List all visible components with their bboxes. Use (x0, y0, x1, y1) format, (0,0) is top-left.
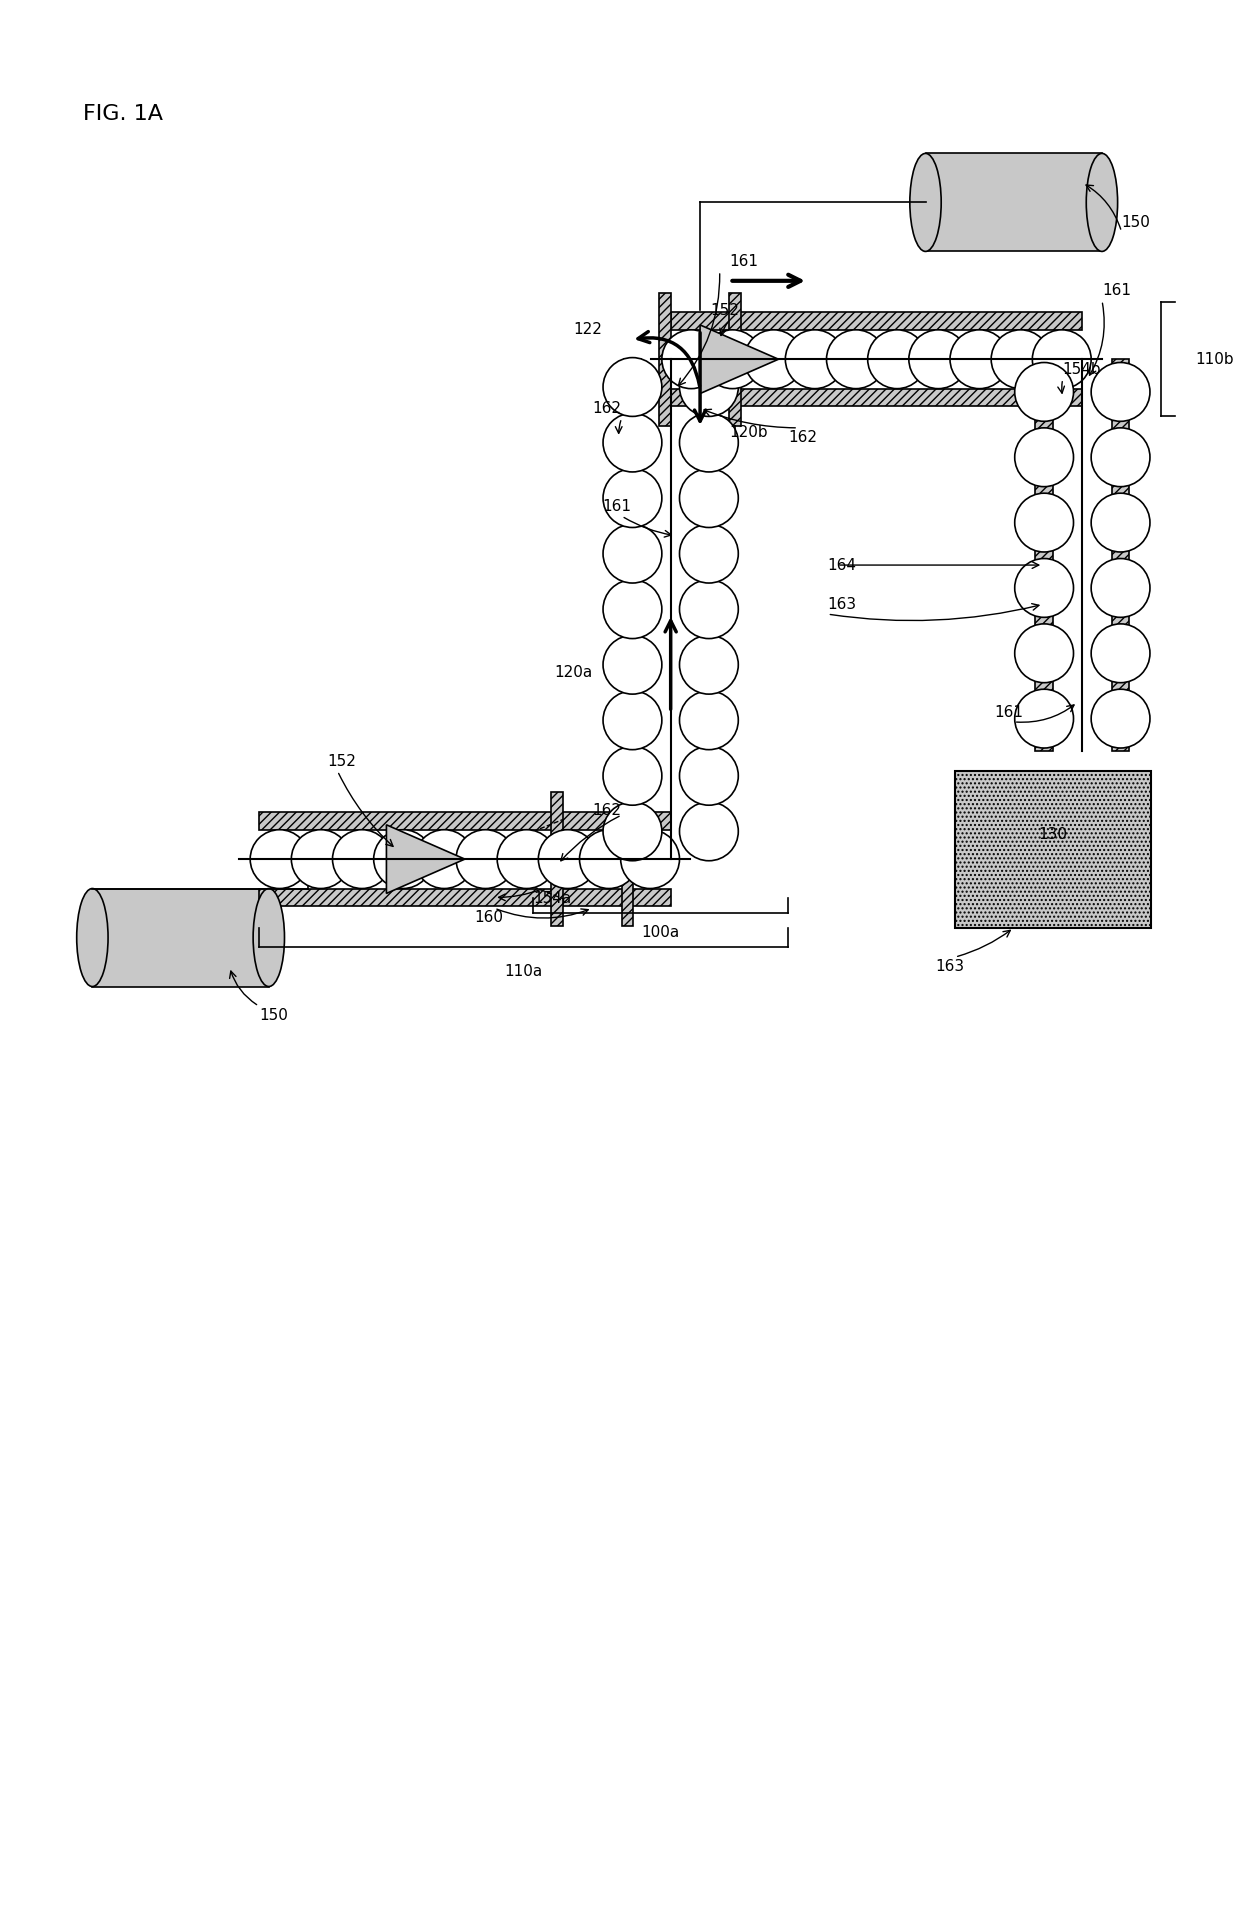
Text: 150: 150 (259, 1008, 288, 1023)
Bar (93, 888, 269, 987)
Bar (1112, 358, 1130, 752)
Text: FIG. 1A: FIG. 1A (83, 104, 162, 123)
Circle shape (603, 412, 662, 472)
Circle shape (538, 831, 598, 888)
Bar (551, 792, 563, 925)
Text: 160: 160 (475, 910, 503, 925)
Text: 161: 161 (729, 254, 759, 268)
Circle shape (991, 330, 1050, 389)
Text: 120a: 120a (554, 665, 593, 680)
Polygon shape (701, 326, 779, 393)
Text: 130: 130 (1038, 827, 1068, 842)
Ellipse shape (1086, 154, 1117, 251)
Circle shape (1014, 559, 1074, 617)
Circle shape (680, 412, 738, 472)
Text: 110a: 110a (505, 964, 543, 979)
Bar (1035, 358, 1053, 752)
Circle shape (680, 524, 738, 584)
Circle shape (579, 831, 639, 888)
Circle shape (603, 524, 662, 584)
Circle shape (1091, 493, 1149, 551)
Circle shape (680, 358, 738, 416)
Circle shape (456, 831, 515, 888)
Ellipse shape (910, 154, 941, 251)
Text: 154b: 154b (1063, 362, 1101, 376)
Text: 122: 122 (573, 322, 603, 337)
Circle shape (603, 802, 662, 861)
Circle shape (1014, 690, 1074, 748)
Bar (729, 293, 742, 426)
Circle shape (250, 831, 309, 888)
Bar (955, 771, 1151, 927)
Circle shape (621, 831, 680, 888)
Text: 163: 163 (935, 960, 965, 975)
Circle shape (680, 468, 738, 528)
Circle shape (1091, 362, 1149, 422)
Polygon shape (387, 825, 465, 894)
Text: 161: 161 (994, 705, 1023, 719)
Text: 152: 152 (327, 753, 356, 769)
Circle shape (1091, 428, 1149, 488)
Circle shape (1014, 624, 1074, 682)
Circle shape (680, 746, 738, 805)
Bar (259, 811, 671, 831)
Circle shape (868, 330, 926, 389)
Bar (671, 312, 1083, 330)
Circle shape (827, 330, 885, 389)
Circle shape (415, 831, 474, 888)
Text: 162: 162 (789, 430, 817, 445)
Bar (621, 792, 634, 925)
Text: 152: 152 (709, 303, 739, 318)
Circle shape (1091, 624, 1149, 682)
Text: 154a: 154a (533, 890, 572, 906)
Circle shape (603, 692, 662, 750)
Text: 162: 162 (593, 401, 621, 416)
Circle shape (603, 358, 662, 416)
Circle shape (1091, 559, 1149, 617)
Circle shape (680, 802, 738, 861)
Bar (925, 154, 1102, 251)
Circle shape (603, 636, 662, 694)
Circle shape (680, 692, 738, 750)
Text: 110b: 110b (1195, 353, 1234, 366)
Text: 120b: 120b (729, 426, 768, 439)
Text: 150: 150 (1121, 214, 1151, 229)
Ellipse shape (253, 888, 284, 987)
Circle shape (1033, 330, 1091, 389)
Circle shape (1014, 428, 1074, 488)
Text: 100a: 100a (642, 925, 680, 940)
Circle shape (603, 746, 662, 805)
Circle shape (909, 330, 967, 389)
Text: 162: 162 (593, 804, 621, 817)
Circle shape (662, 330, 720, 389)
Bar (658, 293, 671, 426)
Circle shape (785, 330, 844, 389)
Circle shape (1014, 493, 1074, 551)
Text: 161: 161 (1102, 283, 1131, 299)
Circle shape (1091, 690, 1149, 748)
Circle shape (1014, 362, 1074, 422)
Text: 163: 163 (827, 597, 857, 611)
Circle shape (332, 831, 392, 888)
Circle shape (497, 831, 556, 888)
Ellipse shape (77, 888, 108, 987)
Bar (624, 358, 641, 859)
Text: 161: 161 (603, 499, 631, 515)
Bar (259, 888, 671, 906)
Bar (671, 320, 729, 399)
Text: 164: 164 (827, 557, 857, 572)
Circle shape (603, 580, 662, 638)
Bar (955, 771, 1151, 927)
Bar (701, 358, 718, 859)
Circle shape (680, 580, 738, 638)
Circle shape (744, 330, 804, 389)
Circle shape (373, 831, 433, 888)
Circle shape (703, 330, 761, 389)
Bar (671, 389, 1083, 407)
Circle shape (680, 636, 738, 694)
Circle shape (291, 831, 350, 888)
Circle shape (950, 330, 1009, 389)
Circle shape (603, 468, 662, 528)
Bar (563, 819, 621, 898)
